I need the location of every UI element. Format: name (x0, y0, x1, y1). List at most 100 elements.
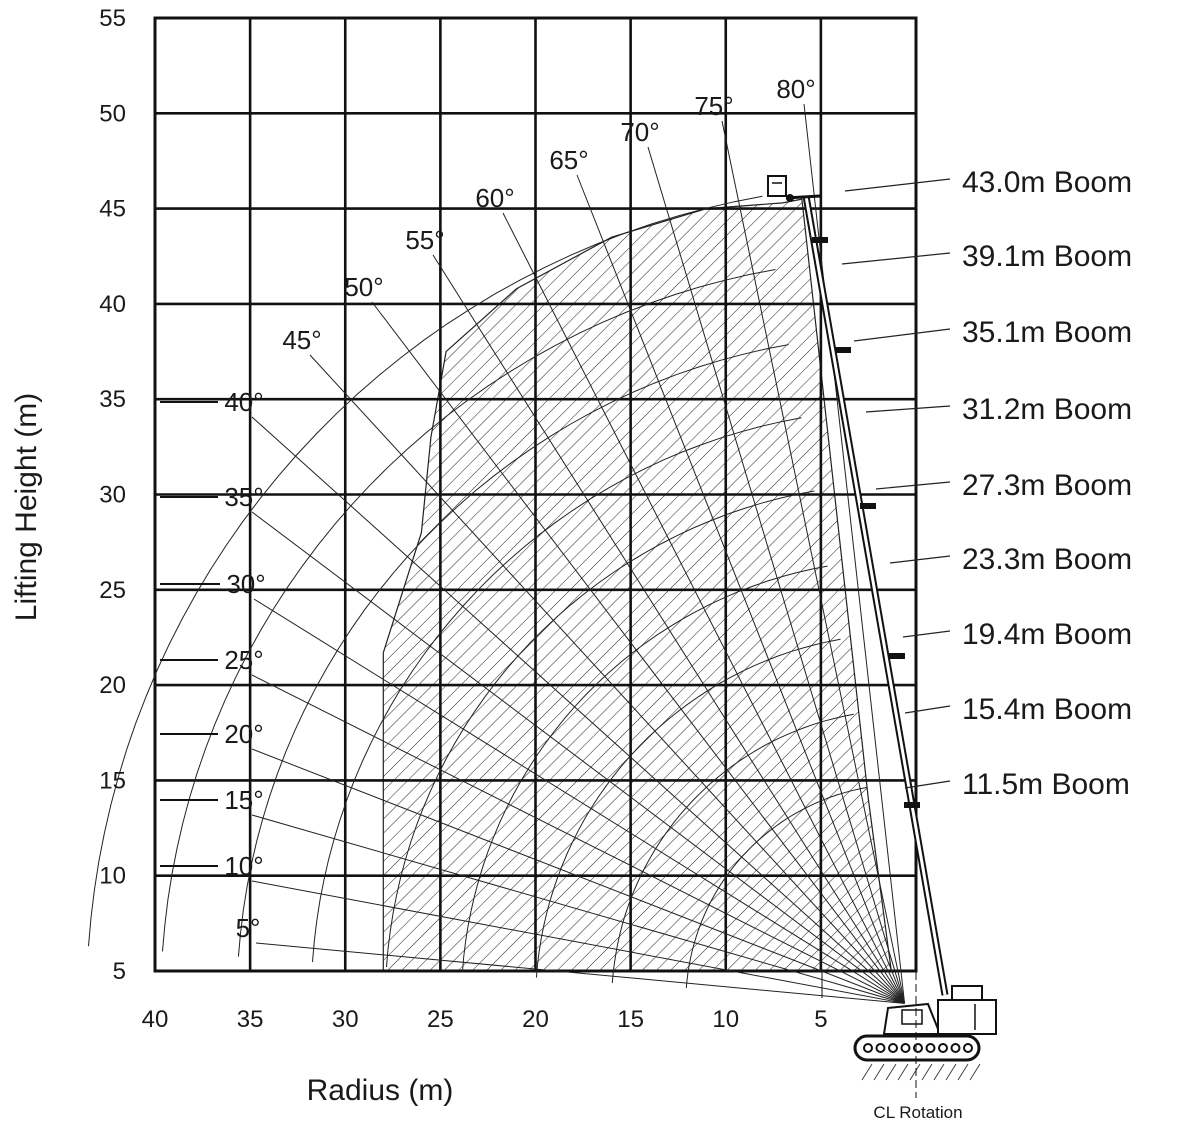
boom-leader-3 (889, 555, 951, 564)
boom-section-joint-2 (860, 503, 876, 509)
boom-leader-7 (841, 252, 951, 265)
boom-section-joint-0 (904, 802, 920, 808)
x-tick-label-4: 20 (522, 1006, 549, 1033)
angle-label-6: 35° (224, 482, 263, 512)
boom-leader-0 (904, 780, 951, 789)
basket-pivot (786, 194, 794, 202)
track-roller-3 (900, 1043, 911, 1053)
angle-label-15: 80° (776, 74, 815, 104)
grid-layer (153, 16, 918, 973)
y-tick-label-9: 10 (99, 863, 126, 890)
x-tick-label-7: 5 (814, 1006, 827, 1033)
angle-line-7 (251, 416, 905, 1004)
angle-label-4: 25° (224, 645, 263, 675)
angle-line-13 (647, 146, 906, 1004)
angle-line-5 (253, 598, 905, 1004)
boom-arc-2 (535, 638, 841, 978)
x-tick-label-3: 25 (427, 1006, 454, 1033)
y-tick-label-1: 50 (99, 100, 126, 127)
boom-leader-5 (865, 405, 951, 413)
track-roller-7 (950, 1043, 961, 1053)
boom-label-5: 31.2m Boom (962, 393, 1132, 426)
angle-label-13: 70° (620, 117, 659, 147)
boom-length-arcs (88, 195, 867, 989)
boom-label-8: 43.0m Boom (962, 166, 1132, 199)
y-tick-label-10: 5 (113, 958, 126, 985)
boom-angle-lines (160, 103, 906, 1004)
track-roller-2 (888, 1043, 898, 1053)
boom-arc-6 (237, 344, 789, 957)
boom-label-7: 39.1m Boom (962, 240, 1132, 273)
boom-section-joint-1 (889, 653, 905, 659)
boom-leader-8 (844, 178, 951, 192)
cab-window (901, 1009, 923, 1025)
x-tick-label-1: 35 (237, 1006, 264, 1033)
angle-line-11 (502, 212, 906, 1004)
y-tick-label-0: 55 (99, 5, 126, 32)
angle-label-0: 5° (236, 913, 261, 943)
angle-line-4 (251, 674, 905, 1004)
boom-label-1: 15.4m Boom (962, 693, 1132, 726)
track-roller-0 (863, 1043, 873, 1053)
boom-arc-7 (162, 269, 776, 952)
track-roller-6 (938, 1043, 948, 1053)
work-basket (767, 175, 787, 197)
y-axis-title: Lifting Height (m) (10, 393, 43, 621)
angle-line-10 (432, 254, 906, 1004)
angle-line-9 (371, 301, 905, 1004)
angle-line-14 (721, 120, 906, 1004)
crane-illustration (767, 175, 997, 1098)
y-tick-label-5: 30 (99, 482, 126, 509)
angle-line-8 (309, 354, 905, 1004)
x-tick-label-6: 10 (712, 1006, 739, 1033)
y-tick-label-7: 20 (99, 672, 126, 699)
boom-label-0: 11.5m Boom (962, 768, 1130, 801)
boom-label-6: 35.1m Boom (962, 316, 1132, 349)
boom-labels: 11.5m Boom 15.4m Boom 19.4m Boom 23.3m Boom… (841, 166, 1132, 801)
boom-arc-5 (312, 417, 802, 962)
angle-line-6 (251, 511, 905, 1004)
x-axis-title: Radius (m) (307, 1074, 454, 1107)
angle-label-14: 75° (694, 91, 733, 121)
angle-line-3 (251, 748, 905, 1004)
boom-label-3: 23.3m Boom (962, 543, 1132, 576)
angle-labels: 5° 10° 15° 20° 25° 30° 35° 40° 45° 50° 55° 60° 65° 70… (224, 74, 815, 943)
angle-label-2: 15° (224, 785, 263, 815)
boom-arc-8 (88, 195, 763, 947)
track-roller-1 (875, 1043, 886, 1053)
boom-leader-6 (853, 328, 951, 342)
track-roller-5 (925, 1043, 936, 1053)
angle-label-9: 50° (344, 272, 383, 302)
cl-rotation-label: CL Rotation (873, 1103, 962, 1122)
boom-section-joint-4 (812, 237, 828, 243)
boom-inner (804, 195, 947, 996)
ground-hatch (861, 1063, 981, 1081)
boom-leader-1 (904, 705, 951, 714)
angle-line-0 (255, 942, 905, 1004)
angle-label-8: 45° (282, 325, 321, 355)
angle-label-7: 40° (224, 387, 263, 417)
angle-line-1 (251, 880, 905, 1004)
boom-arc-4 (386, 490, 815, 968)
x-tick-label-2: 30 (332, 1006, 359, 1033)
angle-line-2 (251, 814, 905, 1004)
x-tick-label-5: 15 (617, 1006, 644, 1033)
y-tick-label-3: 40 (99, 291, 126, 318)
boom-section-joint-3 (835, 347, 851, 353)
y-tick-label-6: 25 (99, 577, 126, 604)
y-tick-label-8: 15 (99, 767, 126, 794)
boom-foot-bracket (951, 985, 983, 1001)
angle-label-10: 55° (405, 225, 444, 255)
angle-line-12 (576, 174, 906, 1004)
working-envelope-area (382, 198, 892, 972)
engine-housing (937, 999, 997, 1035)
boom-arc-3 (461, 565, 828, 973)
boom-leader-2 (902, 630, 951, 638)
working-envelope-layer (382, 198, 892, 972)
y-tick-label-4: 35 (99, 386, 126, 413)
angle-label-5: 30° (226, 569, 265, 599)
angle-line-15 (803, 103, 906, 1004)
x-tick-label-0: 40 (142, 1006, 169, 1033)
